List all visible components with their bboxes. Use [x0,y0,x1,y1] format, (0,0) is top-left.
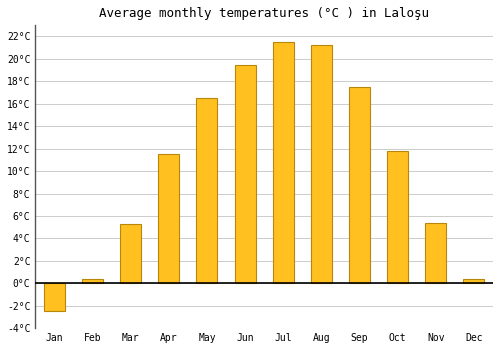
Bar [44,283,65,312]
Bar [273,42,293,283]
Bar [426,223,446,283]
Bar [120,224,141,283]
Bar [349,87,370,283]
Bar [311,46,332,283]
Bar [158,154,180,283]
Bar [82,279,103,283]
Bar [234,64,256,283]
Bar [387,151,408,283]
Title: Average monthly temperatures (°C ) in Laloşu: Average monthly temperatures (°C ) in La… [99,7,429,20]
Bar [196,98,218,283]
Bar [464,279,484,283]
